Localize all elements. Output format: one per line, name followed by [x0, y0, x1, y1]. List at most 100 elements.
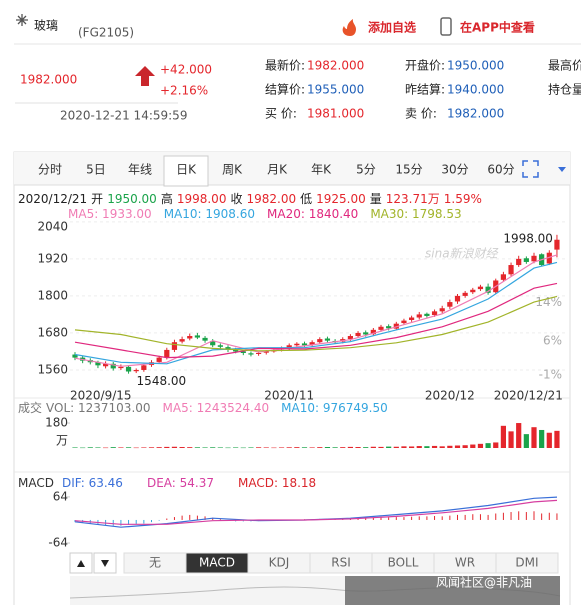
volume-bar [80, 447, 86, 449]
indicator-tab[interactable]: KDJ [269, 556, 290, 570]
volume-bar [72, 447, 78, 448]
indicator-tab[interactable]: BOLL [388, 556, 419, 570]
navigator-window[interactable] [345, 576, 560, 605]
legend-entry: MA5: 1243524.40 [163, 401, 270, 415]
candle-body [554, 239, 560, 250]
candle-body [485, 286, 491, 293]
indicator-tab[interactable]: WR [455, 556, 475, 570]
candle-body [516, 258, 522, 266]
y-tick-label: 1920 [37, 251, 68, 265]
period-tab[interactable]: 30分 [441, 163, 468, 177]
cell-label: 最新价: [265, 58, 305, 73]
cell-value: 1982.000 [307, 59, 364, 73]
volume-bar [539, 429, 545, 448]
legend-entry: MACD: 18.18 [238, 476, 316, 490]
candle-body [439, 308, 445, 312]
change: +42.000 [160, 63, 212, 77]
candle-body [523, 258, 529, 262]
candle-body [179, 339, 185, 342]
volume-bar [370, 446, 376, 448]
candle-body [347, 336, 353, 340]
ohlc-info: 2020/12/21 开 1950.00 高 1998.00 收 1982.00 低 1925.… [18, 191, 482, 206]
cell-label: 昨结算: [405, 82, 445, 97]
candle-body [401, 320, 407, 324]
volume-bar [477, 443, 484, 448]
info-item: 1982.00 [246, 192, 296, 206]
x-tick-label: 2020/11 [264, 389, 314, 403]
fullscreen-icon[interactable] [522, 160, 539, 178]
cell-label: 持仓量: [548, 82, 581, 97]
candle-body [217, 345, 223, 347]
indicator-tab[interactable]: MACD [199, 556, 235, 570]
period-tab[interactable]: 日K [176, 163, 197, 177]
cell-label: 开盘价: [405, 58, 445, 73]
y-tick-label: 1680 [37, 325, 68, 339]
period-tab[interactable]: 60分 [487, 163, 514, 177]
period-tab[interactable]: 分时 [38, 163, 62, 177]
indicator-tab[interactable]: RSI [331, 556, 351, 570]
more-icon[interactable] [558, 167, 566, 172]
period-tab[interactable]: 5分 [356, 163, 376, 177]
volume-bar [125, 447, 132, 448]
period-tab[interactable]: 年K [311, 163, 332, 177]
candle-body [72, 354, 78, 358]
period-tab[interactable]: 周K [222, 163, 243, 177]
volume-bar [493, 442, 499, 448]
candle-body [531, 255, 537, 262]
contract-code: (FG2105) [78, 26, 134, 40]
tab-bar [14, 152, 570, 185]
volume-bar [416, 446, 422, 448]
x-tick-label: 2020/12 [425, 389, 475, 403]
y2-tick-label: 6% [543, 334, 562, 348]
volume-bar [386, 446, 392, 448]
legend-entry: MA20: 1840.40 [267, 207, 358, 221]
volume-bar [409, 446, 415, 448]
volume-bar [133, 447, 139, 449]
macd-legend: MACD DIF: 63.46 DEA: 54.37 MACD: 18.18 [18, 476, 316, 490]
y-tick-label: 2040 [37, 220, 68, 234]
volume-bar [179, 447, 185, 448]
candle-body [202, 337, 208, 341]
cell-value: 1950.000 [447, 59, 504, 73]
cell-value: 1940.000 [447, 83, 504, 97]
candle-body [133, 369, 139, 372]
info-item: 高 [161, 191, 173, 206]
info-item: 2020/12/21 [18, 192, 87, 206]
period-tab[interactable]: 月K [267, 163, 288, 177]
volume-bar [516, 423, 522, 448]
y-tick-label: 180 [45, 416, 68, 430]
volume-bar [447, 445, 453, 448]
candle-body [386, 326, 392, 329]
legend-entry: MA5: 1933.00 [68, 207, 152, 221]
volume-bar [217, 447, 223, 448]
chart-frame [13, 151, 571, 605]
volume-bar [485, 443, 491, 448]
candle-body [263, 351, 269, 353]
info-item: 1925.00 [316, 192, 366, 206]
candle-body [363, 332, 369, 335]
period-tab[interactable]: 年线 [128, 163, 152, 177]
volume-bar [248, 447, 254, 448]
candle-body [309, 342, 315, 345]
volume-bar [355, 447, 361, 448]
open-app[interactable]: 在APP中查看 [460, 20, 535, 35]
candle-body [431, 311, 438, 316]
ma-legend: MA5: 1933.00 MA10: 1908.60 MA20: 1840.40 MA… [68, 207, 462, 221]
indicator-tab[interactable]: DMI [515, 556, 538, 570]
candle-body [240, 351, 246, 353]
volume-bar [347, 446, 353, 448]
change-pct: +2.16% [160, 84, 208, 98]
volume-bar [401, 446, 407, 448]
candle-body [546, 252, 552, 264]
candle-body [156, 357, 162, 362]
volume-bar [103, 447, 109, 449]
period-tab[interactable]: 15分 [395, 163, 422, 177]
period-tab[interactable]: 5日 [86, 163, 106, 177]
candle-body [462, 292, 468, 296]
indicator-tab[interactable]: 无 [149, 556, 161, 570]
candle-body [470, 289, 476, 293]
candle-body [508, 265, 514, 275]
candle-body [393, 323, 399, 329]
legend-entry: DEA: 54.37 [147, 476, 214, 490]
add-watchlist[interactable]: 添加自选 [368, 20, 416, 35]
